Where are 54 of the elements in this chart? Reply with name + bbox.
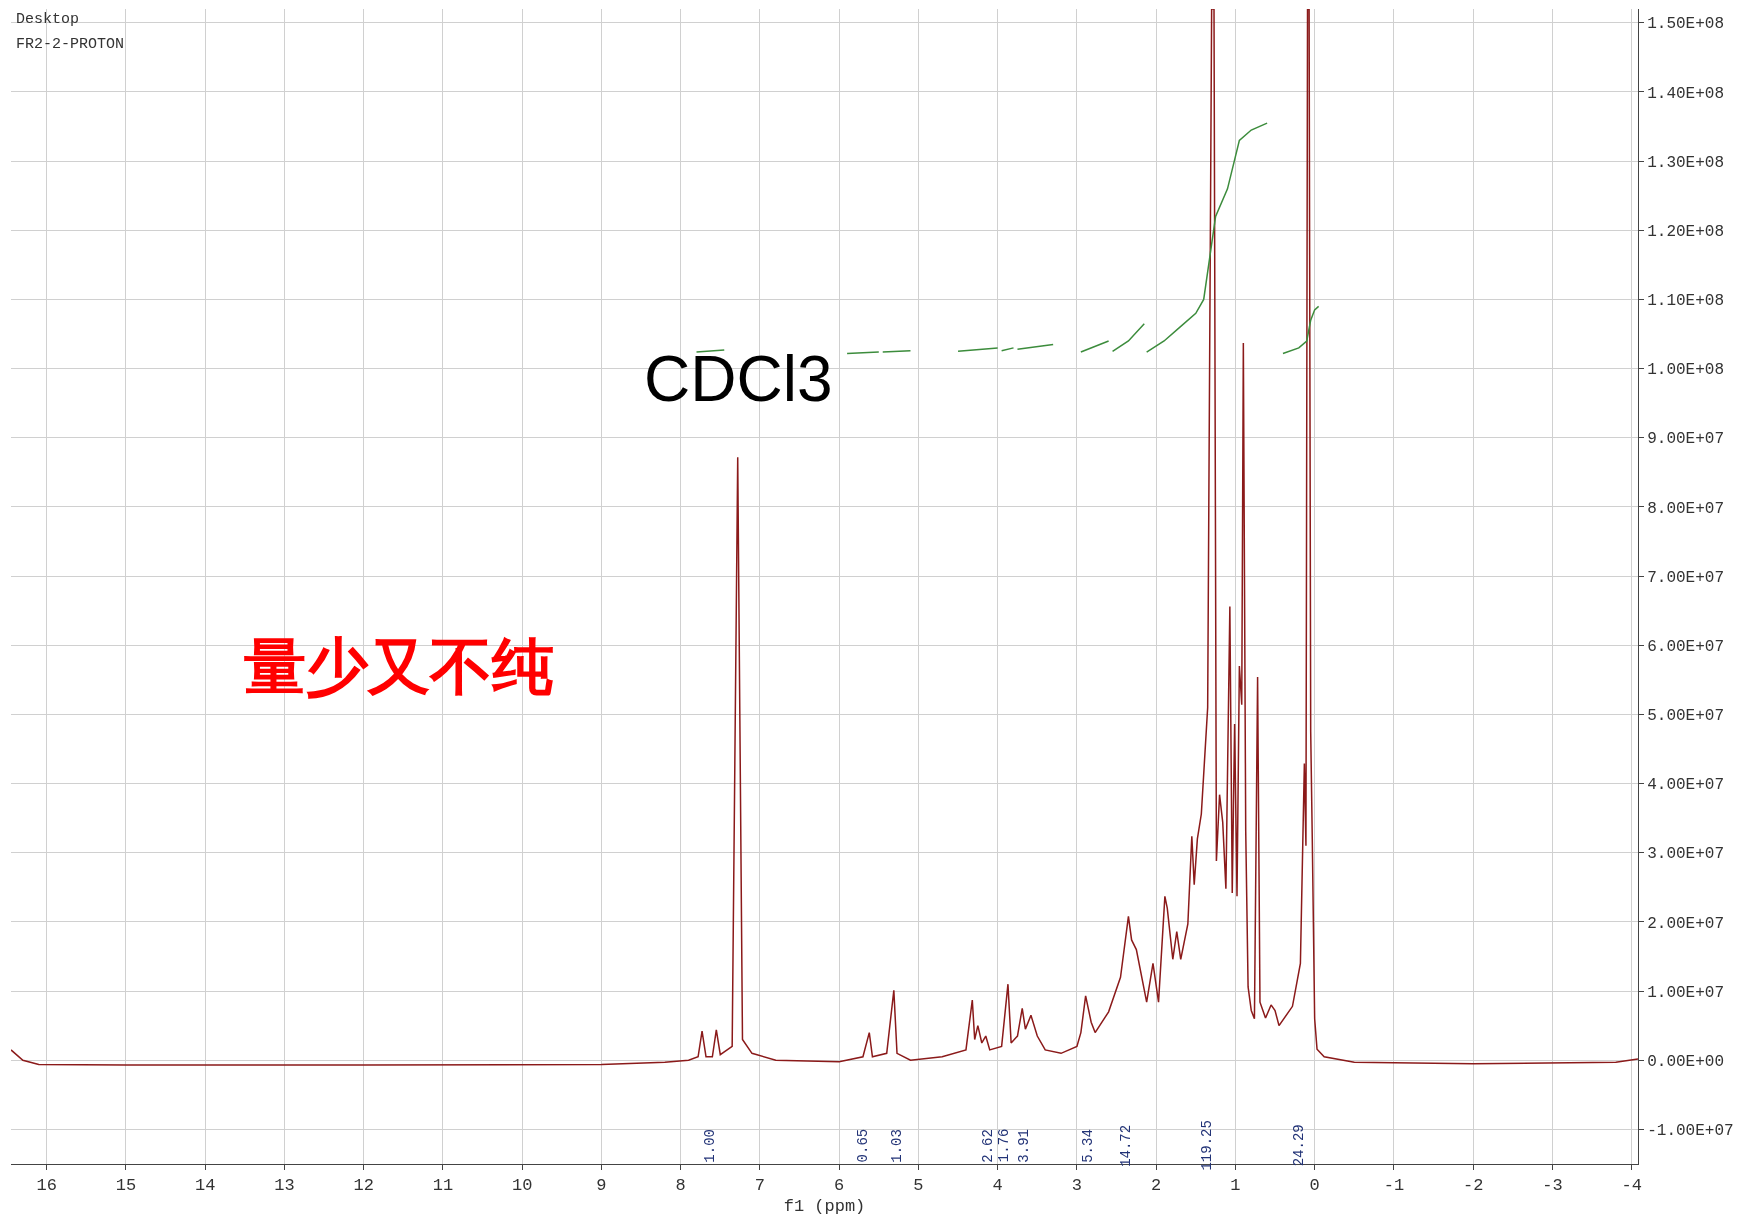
x-tick-label: 4 <box>992 1176 1003 1196</box>
annotation: FR2-2-PROTON <box>16 36 125 53</box>
y-tick-label: -1.00E+07 <box>1647 1122 1734 1141</box>
x-tick-label: -4 <box>1621 1176 1642 1196</box>
x-tick-label: -1 <box>1383 1176 1405 1196</box>
y-tick-label: 9.00E+07 <box>1647 430 1725 449</box>
x-tick-label: 12 <box>353 1176 374 1196</box>
y-tick-label: 0.00E+00 <box>1647 1052 1725 1071</box>
x-tick-label: 9 <box>596 1176 607 1196</box>
y-tick-label: 1.10E+08 <box>1647 292 1725 311</box>
x-tick-label: 10 <box>511 1176 533 1196</box>
x-tick-label: 5 <box>913 1176 924 1196</box>
x-tick-label: 15 <box>115 1176 137 1196</box>
annotation: 24.29 <box>1291 1124 1308 1167</box>
line-series <box>11 9 1638 1066</box>
y-tick-label: 8.00E+07 <box>1647 499 1725 518</box>
annotation: Desktop <box>16 11 80 28</box>
y-tick-label: 1.00E+07 <box>1647 983 1725 1002</box>
annotation: 0.65 <box>855 1128 872 1163</box>
annotation: 5.34 <box>1079 1129 1096 1163</box>
annotation: 14.72 <box>1117 1124 1134 1167</box>
x-tick-label: -3 <box>1542 1176 1563 1196</box>
annotation: 1.00 <box>701 1129 718 1163</box>
annotation: 1.03 <box>888 1129 905 1163</box>
x-tick-label: 14 <box>194 1176 216 1196</box>
x-tick-label: 2 <box>1151 1176 1162 1196</box>
y-tick-label: 6.00E+07 <box>1647 637 1725 656</box>
x-tick-label: 0 <box>1309 1176 1320 1196</box>
y-tick-label: 1.00E+08 <box>1647 361 1725 380</box>
x-tick-label: 13 <box>274 1176 295 1196</box>
annotation: 量少又不纯 <box>244 630 554 703</box>
y-tick-label: 3.00E+07 <box>1647 845 1725 864</box>
x-tick-label: 16 <box>36 1176 57 1196</box>
annotation: 1.76 <box>996 1128 1013 1163</box>
x-tick-label: 1 <box>1230 1176 1241 1196</box>
y-tick-label: 7.00E+07 <box>1647 568 1725 587</box>
y-tick-label: 1.40E+08 <box>1647 84 1725 103</box>
y-tick-label: 1.50E+08 <box>1647 15 1725 34</box>
annotation: 3.91 <box>1015 1129 1032 1163</box>
y-tick-label: 5.00E+07 <box>1647 707 1725 726</box>
x-tick-label: 6 <box>834 1176 845 1196</box>
x-tick-label: 8 <box>675 1176 686 1196</box>
x-tick-label: 11 <box>432 1176 454 1196</box>
x-tick-label: 7 <box>754 1176 766 1196</box>
annotation: CDCl3 <box>644 343 833 415</box>
x-tick-label: 3 <box>1071 1176 1083 1196</box>
y-tick-label: 4.00E+07 <box>1647 776 1725 795</box>
y-tick-label: 2.00E+07 <box>1647 914 1725 933</box>
y-tick-label: 1.20E+08 <box>1647 222 1725 241</box>
annotation: 119.25 <box>1198 1120 1215 1171</box>
x-tick-label: -2 <box>1462 1176 1484 1196</box>
annotation: 2.62 <box>979 1129 996 1163</box>
y-tick-label: 1.30E+08 <box>1647 153 1725 172</box>
x-axis-title: f1 (ppm) <box>783 1196 866 1216</box>
